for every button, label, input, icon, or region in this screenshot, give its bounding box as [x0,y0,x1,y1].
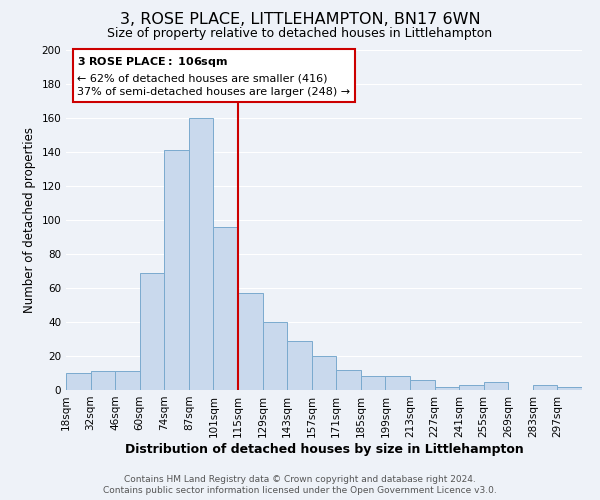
Bar [434,386,459,390]
Bar [66,373,91,390]
Bar [263,322,287,390]
Bar [115,372,140,390]
X-axis label: Distribution of detached houses by size in Littlehampton: Distribution of detached houses by size … [125,442,523,456]
Bar [164,150,189,390]
Bar [287,340,312,390]
Text: Contains HM Land Registry data © Crown copyright and database right 2024.: Contains HM Land Registry data © Crown c… [124,475,476,484]
Bar [238,293,263,390]
Bar [410,380,434,390]
Y-axis label: Number of detached properties: Number of detached properties [23,127,36,313]
Bar [459,385,484,390]
Bar [484,382,508,390]
Bar [140,272,164,390]
Bar [533,385,557,390]
Bar [91,372,115,390]
Text: $\mathbf{3\ ROSE\ PLACE:\ 106sqm}$
← 62% of detached houses are smaller (416)
37: $\mathbf{3\ ROSE\ PLACE:\ 106sqm}$ ← 62%… [77,55,350,97]
Text: 3, ROSE PLACE, LITTLEHAMPTON, BN17 6WN: 3, ROSE PLACE, LITTLEHAMPTON, BN17 6WN [119,12,481,28]
Bar [361,376,385,390]
Bar [557,386,582,390]
Bar [385,376,410,390]
Bar [214,227,238,390]
Bar [189,118,214,390]
Text: Contains public sector information licensed under the Open Government Licence v3: Contains public sector information licen… [103,486,497,495]
Bar [336,370,361,390]
Text: Size of property relative to detached houses in Littlehampton: Size of property relative to detached ho… [107,28,493,40]
Bar [312,356,336,390]
